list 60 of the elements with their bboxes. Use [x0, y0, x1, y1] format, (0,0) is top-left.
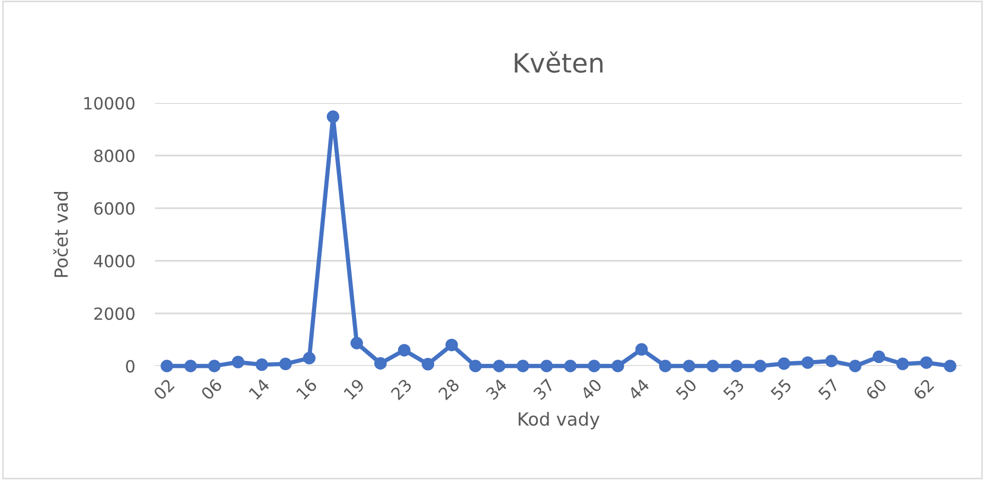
y-tick-label: 4000: [94, 254, 134, 268]
point: [516, 360, 530, 372]
y-tick-label: 10000: [84, 96, 134, 110]
x-tick-label: 53: [722, 378, 745, 400]
y-axis-title: Počet vad: [53, 192, 68, 277]
x-tick-label: 19: [343, 378, 366, 400]
point: [659, 360, 672, 372]
x-tick-label: 14: [248, 378, 270, 400]
point: [350, 336, 363, 350]
x-tick-label: 34: [485, 378, 508, 400]
y-tick-label: 2000: [94, 307, 134, 320]
x-tick-label: 02: [152, 378, 175, 400]
point: [184, 360, 197, 372]
point: [944, 360, 956, 372]
x-tick-label: 44: [628, 378, 650, 400]
point: [706, 360, 720, 372]
y-tick-label: 6000: [94, 202, 134, 215]
point: [303, 352, 316, 364]
point: [801, 356, 814, 369]
point: [588, 360, 600, 372]
point: [778, 357, 790, 370]
x-tick-label: 60: [864, 378, 888, 400]
y-tick-label: 8000: [94, 150, 134, 162]
x-tick-label: 16: [296, 378, 318, 400]
x-tick-label: 40: [580, 378, 602, 401]
point: [564, 360, 577, 372]
y-tick-label: 0: [126, 360, 134, 373]
point: [326, 110, 340, 123]
point: [730, 360, 743, 372]
point: [612, 360, 624, 372]
point: [398, 344, 410, 356]
point: [374, 357, 387, 370]
x-tick-label: 50: [675, 378, 698, 400]
point: [469, 360, 482, 372]
x-tick-label: 37: [532, 378, 555, 400]
point: [422, 358, 434, 370]
point: [492, 360, 506, 372]
x-tick-label: 06: [200, 378, 223, 400]
x-axis-title: Kod vady: [518, 412, 600, 430]
point: [279, 358, 292, 370]
point: [754, 360, 766, 372]
point: [160, 360, 174, 372]
point: [208, 360, 221, 372]
x-tick-label: 55: [770, 378, 792, 400]
point: [256, 358, 268, 371]
x-tick-label: 62: [912, 378, 934, 400]
point: [682, 360, 696, 372]
point: [540, 360, 553, 372]
point: [872, 350, 886, 364]
point: [445, 338, 458, 352]
x-tick-label: 28: [438, 378, 460, 400]
x-tick-label: 23: [390, 378, 412, 400]
point: [848, 360, 862, 372]
point: [920, 356, 933, 369]
point: [232, 356, 244, 368]
point: [825, 354, 838, 368]
point: [896, 358, 909, 370]
chart-title: Květen: [514, 51, 602, 73]
point: [635, 343, 648, 356]
x-tick-label: 57: [818, 378, 840, 400]
